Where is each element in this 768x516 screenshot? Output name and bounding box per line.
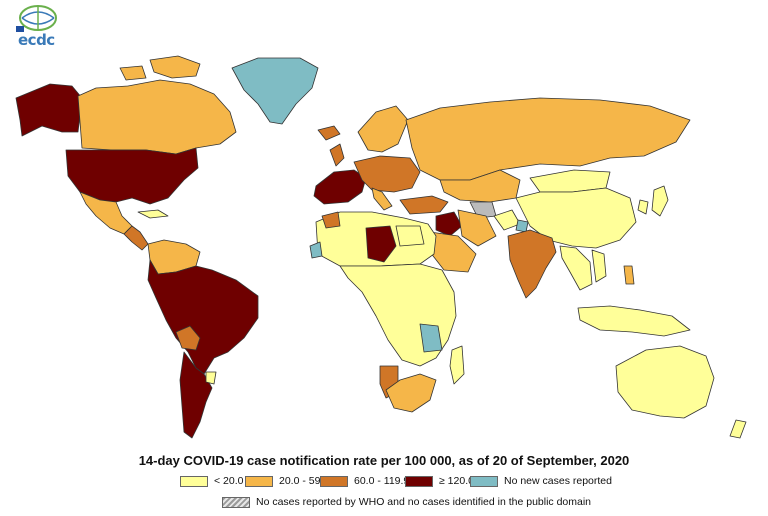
map-title: 14-day COVID-19 case notification rate p… xyxy=(138,453,630,468)
legend: < 20.0 20.0 - 59.9 60.0 - 119.9 ≥ 120.0 … xyxy=(0,475,768,489)
ecdc-globe-icon xyxy=(16,5,57,32)
india xyxy=(507,229,557,299)
italy xyxy=(371,187,393,211)
tanzania xyxy=(419,323,443,353)
ecdc-logo: ecdc xyxy=(6,4,66,54)
canada-islands-2 xyxy=(119,65,147,81)
mauritania-region xyxy=(309,241,323,259)
egypt xyxy=(395,225,425,247)
russia xyxy=(405,97,691,181)
iraq xyxy=(435,211,463,237)
bolivia xyxy=(175,325,201,351)
france-spain xyxy=(313,169,367,205)
legend-swatch xyxy=(405,476,433,487)
libya xyxy=(365,225,397,263)
legend-label: No new cases reported xyxy=(504,475,612,487)
south-africa xyxy=(385,373,437,413)
legend-swatch xyxy=(180,476,208,487)
alaska xyxy=(15,83,83,137)
central-europe xyxy=(353,155,421,193)
legend-swatch xyxy=(320,476,348,487)
uruguay xyxy=(205,371,217,385)
argentina-chile xyxy=(179,351,213,439)
legend-note: No cases reported by WHO and no cases id… xyxy=(0,496,768,510)
legend-swatch xyxy=(470,476,498,487)
legend-swatch xyxy=(245,476,273,487)
legend-label: 60.0 - 119.9 xyxy=(354,475,410,487)
legend-label: < 20.0 xyxy=(214,475,244,487)
canada-islands xyxy=(149,55,201,79)
scandinavia xyxy=(357,105,409,153)
myanmar-thailand xyxy=(559,245,593,291)
south-america-main xyxy=(147,259,259,375)
legend-label: ≥ 120.0 xyxy=(439,475,474,487)
greenland xyxy=(231,57,319,125)
cuba xyxy=(137,209,169,219)
afghanistan xyxy=(493,209,521,231)
new-zealand xyxy=(729,419,747,439)
philippines xyxy=(623,265,635,285)
canada xyxy=(77,79,237,155)
logo-text: ecdc xyxy=(18,31,55,49)
vietnam xyxy=(591,249,607,283)
pakistan-region xyxy=(515,219,529,233)
indonesia xyxy=(577,305,691,337)
legend-label: 20.0 - 59.9 xyxy=(279,475,330,487)
uk xyxy=(329,143,345,167)
legend-note-label: No cases reported by WHO and no cases id… xyxy=(256,496,592,508)
korea xyxy=(637,199,649,215)
australia xyxy=(615,345,715,419)
japan xyxy=(651,185,669,217)
morocco xyxy=(321,211,341,229)
iceland xyxy=(317,125,341,141)
hatch-swatch xyxy=(222,497,250,508)
world-map xyxy=(15,55,747,439)
turkey xyxy=(399,195,449,215)
madagascar xyxy=(449,345,465,385)
iran xyxy=(457,209,497,247)
